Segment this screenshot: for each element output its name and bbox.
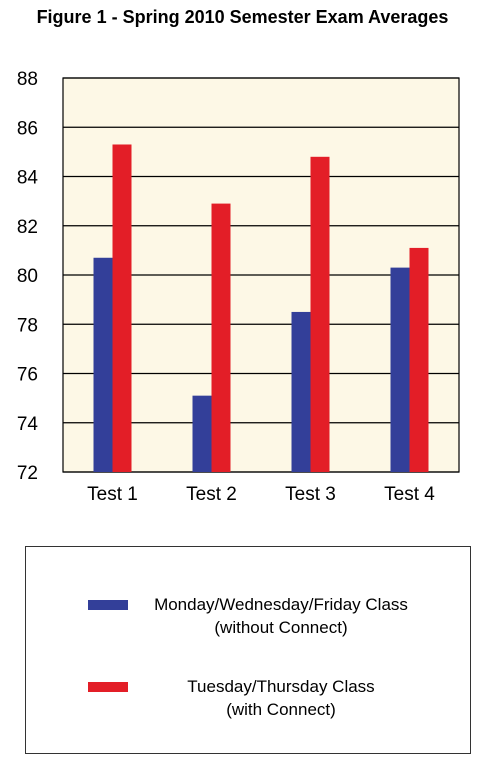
bar-series2-2 — [211, 203, 231, 472]
y-tick-label: 74 — [17, 414, 39, 435]
bar-chart: 72 74 76 78 80 82 84 86 88 Test 1 Test 2 Test 3 Test… — [17, 69, 460, 505]
y-tick-label: 76 — [17, 365, 38, 386]
x-tick-label: Test 4 — [384, 484, 435, 505]
legend-swatch-tt — [88, 682, 128, 692]
x-tick-label: Test 3 — [285, 484, 336, 505]
bar-series2-3 — [310, 156, 330, 473]
y-tick-label: 78 — [17, 315, 38, 336]
legend-swatch-mwf — [88, 600, 128, 610]
y-tick-label: 86 — [17, 118, 38, 139]
x-tick-label: Test 2 — [186, 484, 237, 505]
bar-series2-1 — [112, 144, 132, 473]
y-tick-label: 80 — [17, 266, 38, 287]
legend-label-tt-line1: Tuesday/Thursday Class — [187, 677, 375, 696]
bar-series1-4 — [390, 267, 410, 472]
legend-label-mwf-line2: (without Connect) — [214, 618, 348, 637]
plot-border — [62, 77, 460, 473]
bar-series1-1 — [93, 257, 113, 472]
bar-series1-2 — [192, 395, 212, 472]
y-tick-label: 88 — [17, 69, 38, 90]
legend-label-tt: Tuesday/Thursday Class (with Connect) — [131, 675, 431, 721]
legend-label-mwf-line1: Monday/Wednesday/Friday Class — [154, 595, 408, 614]
legend: Monday/Wednesday/Friday Class (without C… — [25, 546, 471, 754]
chart-title: Figure 1 - Spring 2010 Semester Exam Ave… — [36, 7, 449, 27]
x-tick-label: Test 1 — [87, 484, 138, 505]
y-tick-label: 82 — [17, 217, 38, 238]
y-tick-label: 84 — [17, 168, 39, 189]
bar-series1-3 — [291, 311, 311, 472]
bar-series2-4 — [409, 247, 429, 472]
legend-label-mwf: Monday/Wednesday/Friday Class (without C… — [131, 593, 431, 639]
legend-label-tt-line2: (with Connect) — [226, 700, 336, 719]
y-tick-label: 72 — [17, 463, 38, 484]
